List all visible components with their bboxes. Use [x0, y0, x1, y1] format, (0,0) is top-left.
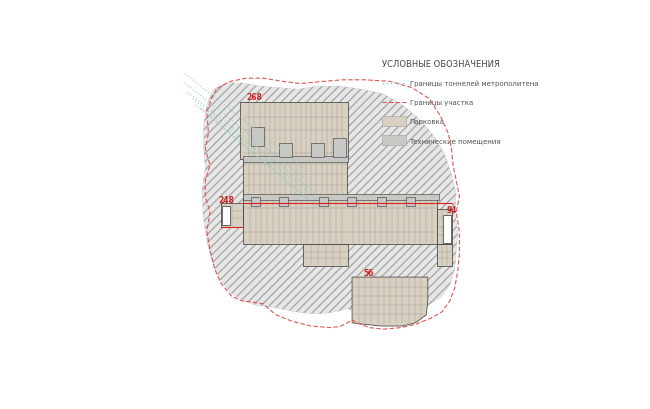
Polygon shape — [243, 197, 437, 244]
Bar — [251, 198, 260, 207]
Polygon shape — [221, 203, 243, 227]
Polygon shape — [437, 210, 452, 244]
FancyBboxPatch shape — [382, 136, 406, 146]
Text: УСЛОВНЫЕ ОБОЗНАЧЕНИЯ: УСЛОВНЫЕ ОБОЗНАЧЕНИЯ — [382, 60, 500, 69]
Polygon shape — [352, 277, 428, 326]
Bar — [443, 216, 451, 244]
Text: Границы тоннелей метрополитена: Границы тоннелей метрополитена — [410, 81, 538, 87]
Bar — [251, 128, 265, 147]
Text: 268: 268 — [246, 92, 262, 101]
Text: Границы участка: Границы участка — [410, 100, 473, 106]
Text: Технические помещения: Технические помещения — [410, 137, 501, 144]
Text: 248: 248 — [218, 196, 234, 205]
Text: 5б: 5б — [363, 268, 374, 277]
Bar — [311, 144, 324, 158]
Bar — [222, 207, 230, 225]
Polygon shape — [437, 244, 452, 266]
Bar — [280, 144, 292, 158]
Text: Парковка: Парковка — [410, 119, 445, 124]
Polygon shape — [202, 84, 458, 315]
FancyBboxPatch shape — [382, 117, 406, 127]
Bar — [406, 198, 415, 207]
Bar — [319, 198, 328, 207]
Polygon shape — [240, 103, 348, 197]
Text: 94: 94 — [446, 205, 457, 214]
Bar — [377, 198, 386, 207]
Bar — [333, 139, 346, 158]
Bar — [243, 157, 348, 162]
Bar — [280, 198, 289, 207]
Bar — [243, 195, 439, 200]
Bar — [347, 198, 356, 207]
Polygon shape — [303, 244, 348, 266]
